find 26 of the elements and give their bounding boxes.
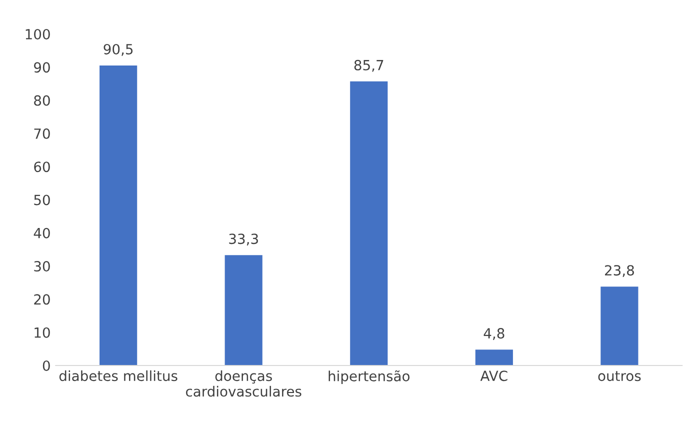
data-label: 23,8 (604, 265, 634, 277)
y-tick-label: 100 (26, 28, 50, 40)
y-tick-label: 30 (34, 261, 50, 272)
bar (350, 81, 388, 366)
bar (475, 350, 513, 366)
y-tick-label: 20 (34, 294, 50, 305)
data-label: 33,3 (229, 234, 258, 246)
bar (224, 255, 262, 366)
data-label: 85,7 (354, 60, 384, 72)
bar (600, 286, 638, 366)
y-tick-label: 10 (34, 327, 50, 338)
x-tick-label: hipertensão (328, 370, 410, 384)
y-tick-label: 40 (34, 228, 50, 238)
y-tick-label: 90 (34, 62, 50, 73)
x-tick-label: doenças cardiovasculares (186, 370, 302, 397)
data-label: 90,5 (104, 44, 133, 56)
x-tick-label: outros (598, 371, 641, 382)
x-tick-label: AVC (480, 370, 508, 382)
y-tick-label: 50 (34, 194, 50, 206)
y-tick-label: 60 (34, 162, 50, 172)
bar (100, 65, 138, 366)
data-label: 4,8 (484, 328, 504, 340)
x-tick-label: diabetes mellitus (59, 370, 178, 382)
y-tick-label: 80 (34, 95, 50, 106)
y-tick-label: 70 (34, 128, 50, 139)
y-tick-label: 0 (42, 360, 50, 371)
